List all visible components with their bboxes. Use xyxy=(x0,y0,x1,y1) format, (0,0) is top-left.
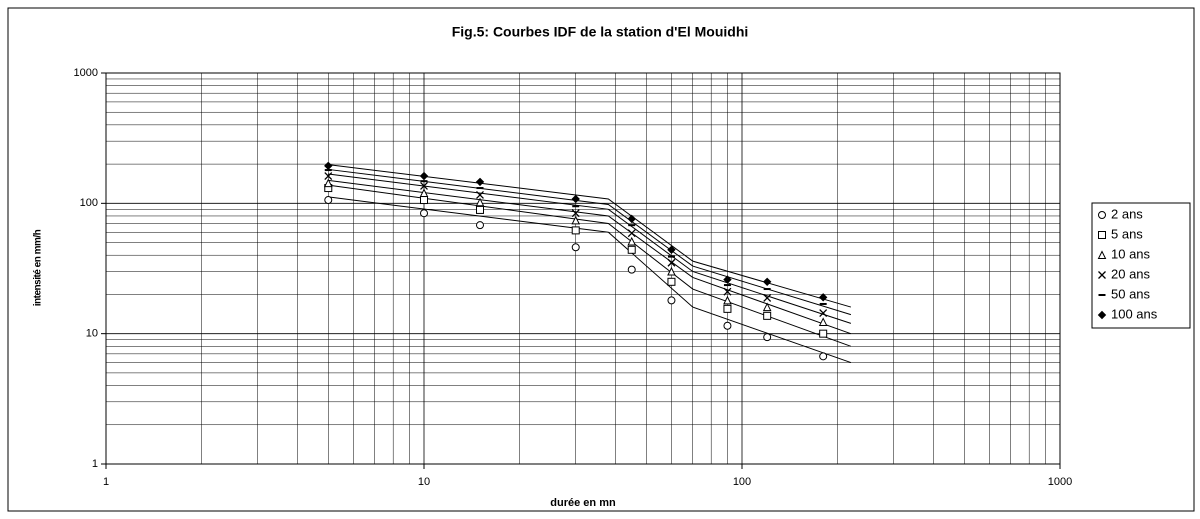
data-point xyxy=(475,221,484,230)
data-point xyxy=(723,275,732,284)
chart-frame xyxy=(7,7,1195,512)
data-point xyxy=(323,178,333,188)
data-point xyxy=(475,205,484,214)
plot-area xyxy=(105,72,1061,465)
data-point xyxy=(571,209,580,218)
data-point xyxy=(819,329,828,338)
data-point xyxy=(762,277,772,287)
legend-marker xyxy=(1098,211,1106,219)
legend-marker xyxy=(1098,231,1106,239)
data-point xyxy=(571,215,581,225)
fit-line xyxy=(328,164,852,308)
y-tick-label: 1000 xyxy=(74,67,98,79)
data-point xyxy=(419,171,429,181)
x-tick-label: 1000 xyxy=(1048,476,1072,488)
legend-label: 100 ans xyxy=(1111,306,1158,321)
data-point xyxy=(324,196,333,205)
data-point xyxy=(723,321,732,330)
chart-title: Fig.5: Courbes IDF de la station d'El Mo… xyxy=(452,24,749,40)
data-point xyxy=(324,161,333,171)
data-point xyxy=(667,258,676,267)
data-point xyxy=(818,317,828,326)
data-point xyxy=(723,295,732,305)
data-point xyxy=(667,296,676,305)
y-tick-label: 10 xyxy=(86,328,98,340)
x-axis-label: durée en mn xyxy=(550,497,616,509)
fit-line xyxy=(328,179,852,335)
data-point xyxy=(571,226,580,235)
data-point xyxy=(571,243,580,252)
data-point xyxy=(667,277,676,286)
legend-label: 50 ans xyxy=(1111,286,1151,301)
data-point xyxy=(723,287,732,296)
fit-line xyxy=(328,168,852,316)
data-point xyxy=(420,196,428,205)
fit-line xyxy=(328,196,852,364)
data-point xyxy=(763,311,772,320)
y-tick-label: 1 xyxy=(92,458,98,470)
x-tick-label: 10 xyxy=(418,476,430,488)
data-point xyxy=(627,236,637,246)
y-axis-label: intensité en mm/h xyxy=(33,229,44,306)
data-point xyxy=(627,245,636,254)
data-point xyxy=(819,352,828,361)
legend-marker xyxy=(1098,271,1106,279)
data-point xyxy=(571,194,580,204)
data-point xyxy=(667,245,676,255)
data-point xyxy=(475,177,485,187)
data-point xyxy=(627,229,636,238)
fit-line xyxy=(328,173,852,324)
data-point xyxy=(324,172,333,180)
legend-label: 20 ans xyxy=(1111,266,1151,281)
legend-label: 5 ans xyxy=(1111,226,1143,241)
data-point xyxy=(819,309,828,317)
data-point xyxy=(627,214,636,224)
data-point xyxy=(763,293,772,302)
y-tick-label: 100 xyxy=(80,197,98,209)
data-point xyxy=(763,333,772,342)
x-tick-label: 100 xyxy=(733,476,751,488)
fit-line xyxy=(328,184,852,347)
legend-label: 2 ans xyxy=(1111,206,1143,221)
data-point xyxy=(475,197,485,207)
data-point xyxy=(419,188,429,198)
data-point xyxy=(762,302,772,312)
legend-marker xyxy=(1097,250,1107,259)
data-point xyxy=(476,190,484,199)
x-tick-label: 1 xyxy=(103,476,109,488)
legend-marker xyxy=(1097,310,1107,320)
data-point xyxy=(627,265,636,274)
data-point xyxy=(420,209,428,218)
legend-box xyxy=(1091,202,1191,329)
data-point xyxy=(723,304,732,313)
data-point xyxy=(818,293,828,302)
legend-label: 10 ans xyxy=(1111,246,1151,261)
data-point xyxy=(667,266,676,276)
data-point xyxy=(420,181,428,190)
